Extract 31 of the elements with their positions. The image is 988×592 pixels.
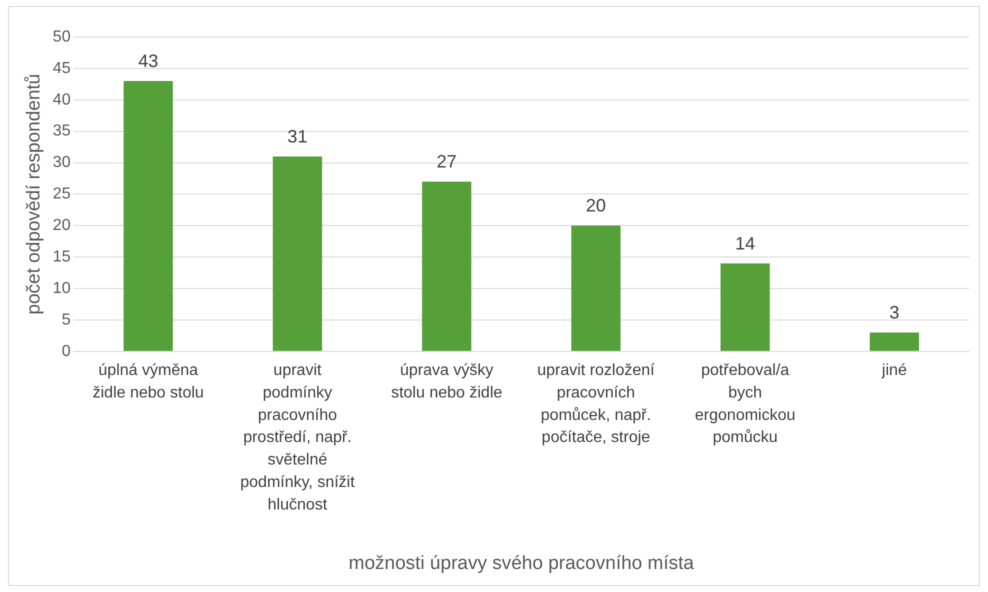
bar (720, 263, 770, 351)
y-axis-title: počet odpovědí respondentů (24, 74, 45, 315)
y-tick-label: 5 (62, 311, 71, 328)
data-label: 43 (138, 50, 158, 71)
data-label: 3 (889, 302, 900, 323)
y-tick-label: 30 (52, 154, 71, 172)
y-tick-label: 40 (52, 91, 71, 108)
y-tick-label: 10 (52, 280, 71, 297)
data-label: 20 (586, 196, 606, 216)
x-tick-label: úprava výšky stolu nebo židle (391, 362, 502, 402)
data-label: 31 (287, 126, 308, 146)
bar (870, 332, 920, 351)
y-tick-label: 35 (52, 122, 71, 140)
y-tick-label: 0 (62, 342, 71, 360)
y-tick-label: 45 (52, 60, 71, 77)
y-tick-label: 20 (52, 217, 71, 234)
x-tick-label: potřeboval/a bych ergonomickou pomůcku (694, 362, 796, 446)
y-tick-label: 50 (52, 28, 71, 46)
y-tick-label: 25 (52, 186, 71, 203)
x-tick-label: upravit podmínky pracovního prostředí, např. světelné podmínky, snížit hlučnost (240, 362, 356, 514)
y-tick-label: 15 (52, 248, 71, 266)
data-label: 14 (735, 233, 756, 254)
bar (422, 182, 472, 351)
x-tick-label: jiné (880, 362, 907, 380)
bar (272, 156, 322, 351)
x-tick-label: úplná výměna židle nebo stolu (92, 362, 204, 402)
bar (571, 226, 621, 351)
data-label: 27 (436, 152, 457, 172)
x-axis-title: možnosti úpravy svého pracovního místa (348, 552, 694, 574)
x-tick-label: upravit rozložení pracovních pomůcek, např. počítače, stroje (537, 362, 656, 446)
bar (124, 81, 173, 351)
